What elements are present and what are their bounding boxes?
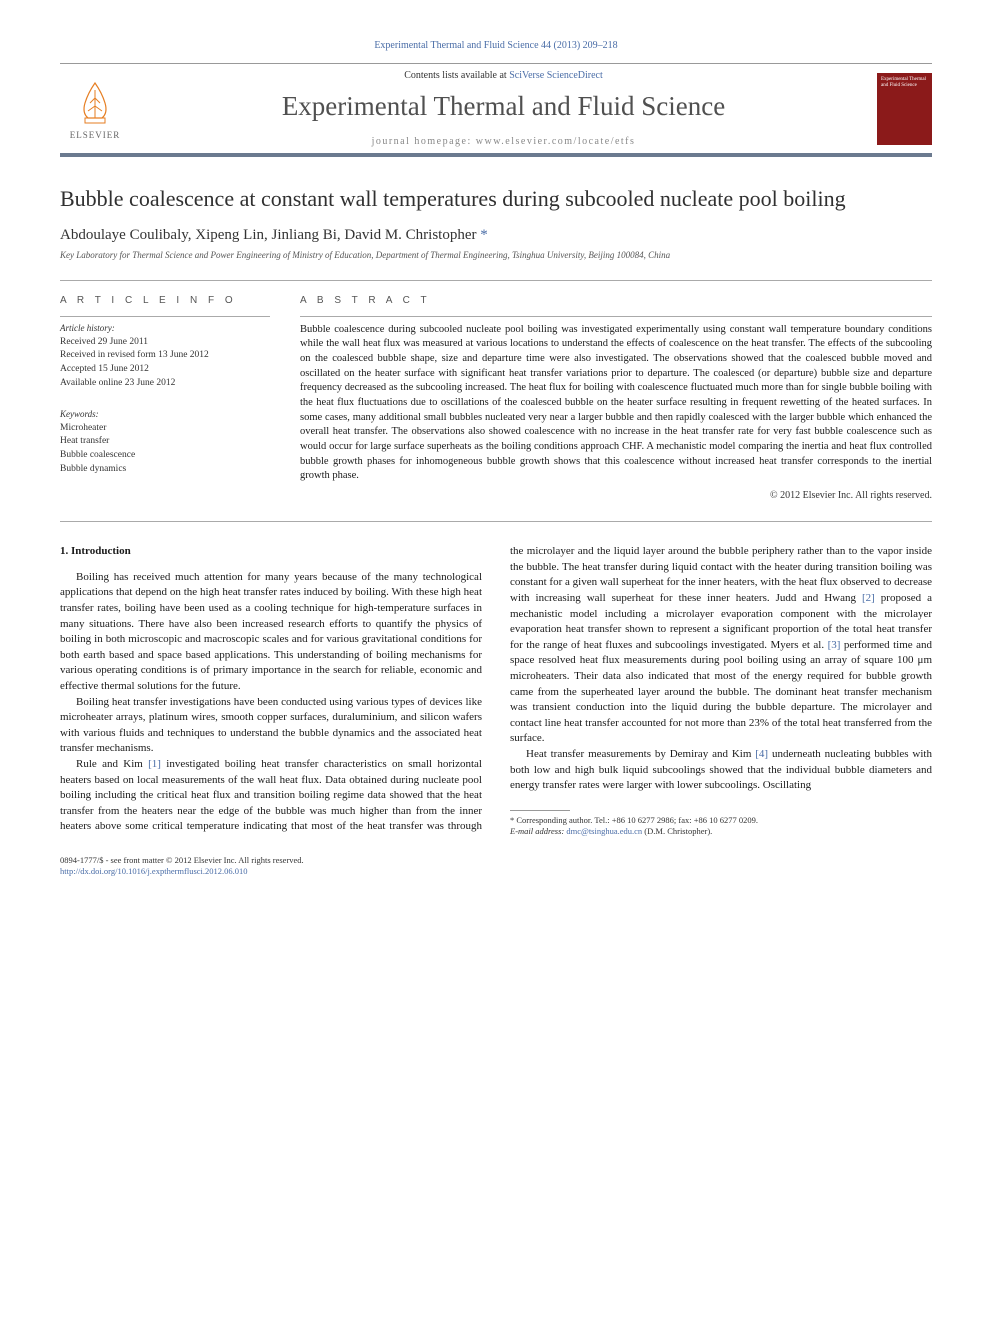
footer-meta: 0894-1777/$ - see front matter © 2012 El…	[60, 855, 932, 877]
authors-line: Abdoulaye Coulibaly, Xipeng Lin, Jinlian…	[60, 227, 932, 244]
para-1: Boiling has received much attention for …	[60, 570, 482, 695]
email-label: E-mail address:	[510, 826, 566, 836]
email-suffix: (D.M. Christopher).	[642, 826, 712, 836]
journal-homepage-line: journal homepage: www.elsevier.com/locat…	[150, 136, 857, 147]
section-1-heading: 1. Introduction	[60, 544, 482, 560]
citation-line: Experimental Thermal and Fluid Science 4…	[60, 40, 932, 51]
journal-cover-icon: Experimental Thermal and Fluid Science	[877, 73, 932, 145]
abstract-col: A B S T R A C T Bubble coalescence durin…	[300, 295, 932, 502]
footnote-separator	[510, 810, 570, 811]
keyword-3: Bubble coalescence	[60, 449, 270, 463]
history-accepted: Accepted 15 June 2012	[60, 363, 270, 377]
history-revised: Received in revised form 13 June 2012	[60, 349, 270, 363]
para-2: Boiling heat transfer investigations hav…	[60, 695, 482, 757]
article-info-heading: A R T I C L E I N F O	[60, 295, 270, 306]
elsevier-logo: ELSEVIER	[60, 71, 130, 146]
keywords-title: Keywords:	[60, 409, 270, 419]
elsevier-tree-icon	[70, 78, 120, 128]
affiliation: Key Laboratory for Thermal Science and P…	[60, 250, 932, 260]
abstract-heading: A B S T R A C T	[300, 295, 932, 306]
body-text: 1. Introduction Boiling has received muc…	[60, 544, 932, 837]
corresponding-author-mark: *	[480, 227, 488, 243]
history-title: Article history:	[60, 323, 270, 333]
ref-3-link[interactable]: [3]	[828, 639, 841, 651]
keyword-1: Microheater	[60, 422, 270, 436]
history-online: Available online 23 June 2012	[60, 377, 270, 391]
authors-names: Abdoulaye Coulibaly, Xipeng Lin, Jinlian…	[60, 227, 480, 243]
journal-cover-text: Experimental Thermal and Fluid Science	[881, 77, 928, 89]
para-5a: Heat transfer measurements by Demiray an…	[526, 748, 755, 760]
para-3a: Rule and Kim	[76, 758, 148, 770]
issn-line: 0894-1777/$ - see front matter © 2012 El…	[60, 855, 932, 866]
journal-header: ELSEVIER Contents lists available at Sci…	[60, 63, 932, 157]
article-history-block: Article history: Received 29 June 2011 R…	[60, 316, 270, 391]
keyword-4: Bubble dynamics	[60, 463, 270, 477]
corresponding-author-footnote: * Corresponding author. Tel.: +86 10 627…	[510, 815, 932, 837]
homepage-prefix: journal homepage:	[372, 136, 476, 147]
footnote-text: Corresponding author. Tel.: +86 10 6277 …	[514, 815, 758, 825]
ref-1-link[interactable]: [1]	[148, 758, 161, 770]
abstract-text: Bubble coalescence during subcooled nucl…	[300, 316, 932, 485]
body-divider	[60, 521, 932, 522]
homepage-url: www.elsevier.com/locate/etfs	[476, 136, 636, 147]
contents-prefix: Contents lists available at	[404, 70, 509, 81]
history-received: Received 29 June 2011	[60, 336, 270, 350]
contents-available-line: Contents lists available at SciVerse Sci…	[150, 70, 857, 81]
keyword-2: Heat transfer	[60, 435, 270, 449]
article-info-col: A R T I C L E I N F O Article history: R…	[60, 295, 270, 502]
sciencedirect-link[interactable]: SciVerse ScienceDirect	[509, 70, 603, 81]
doi-link[interactable]: http://dx.doi.org/10.1016/j.expthermflus…	[60, 866, 248, 876]
keywords-block: Keywords: Microheater Heat transfer Bubb…	[60, 403, 270, 477]
journal-name: Experimental Thermal and Fluid Science	[150, 91, 857, 122]
email-link[interactable]: dmc@tsinghua.edu.cn	[566, 826, 642, 836]
para-4c: performed time and space resolved heat f…	[510, 639, 932, 745]
elsevier-label: ELSEVIER	[70, 130, 121, 140]
ref-4-link[interactable]: [4]	[755, 748, 768, 760]
ref-2-link[interactable]: [2]	[862, 592, 875, 604]
copyright-line: © 2012 Elsevier Inc. All rights reserved…	[300, 490, 932, 501]
para-5: Heat transfer measurements by Demiray an…	[510, 747, 932, 794]
article-title: Bubble coalescence at constant wall temp…	[60, 185, 932, 213]
